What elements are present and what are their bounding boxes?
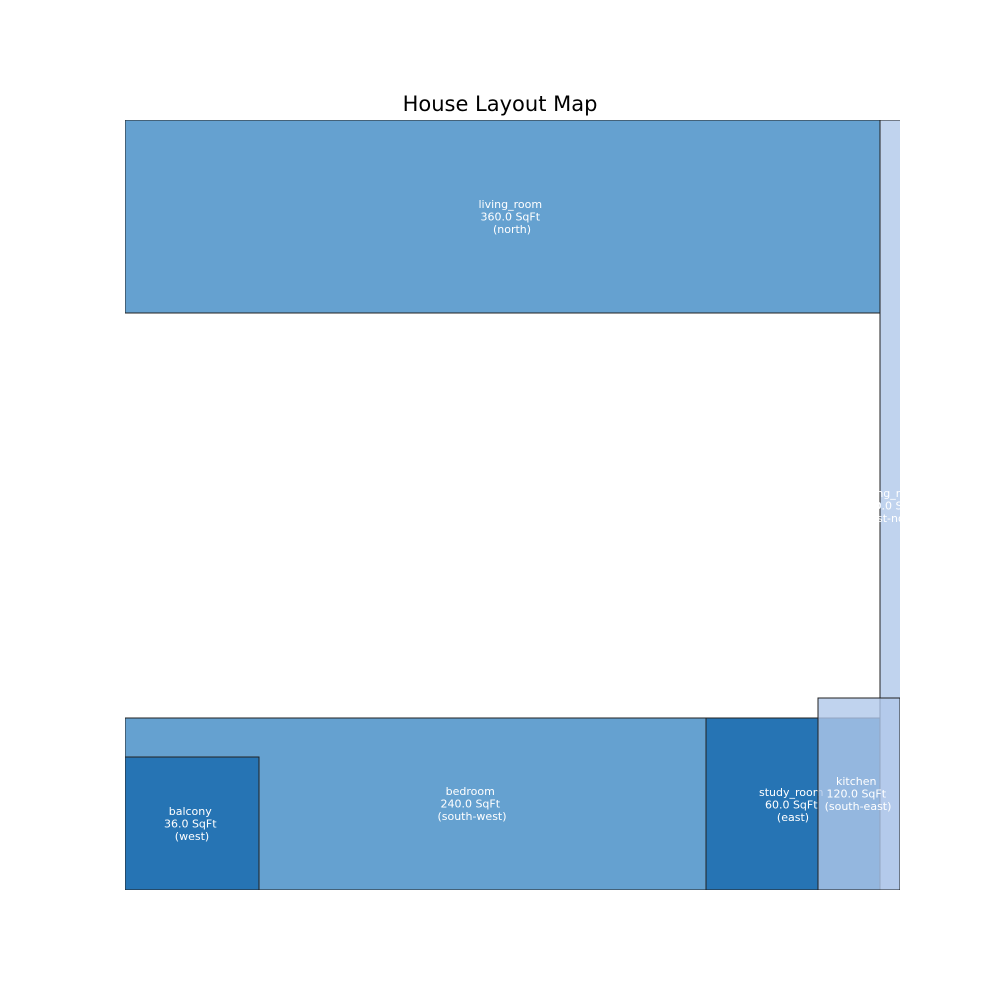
room-kitchen-area (817, 697, 900, 890)
room-living-room: living_room 360.0 SqFt (north) (125, 120, 881, 314)
rooms-layer: living_room 360.0 SqFt (north) dining_ro… (125, 120, 927, 890)
room-balcony-area (125, 756, 260, 890)
room-balcony: balcony 36.0 SqFt (west) (125, 756, 260, 890)
room-kitchen: kitchen 120.0 SqFt (south-east) (817, 697, 900, 890)
room-kitchen-label: kitchen 120.0 SqFt (south-east) (825, 775, 892, 813)
room-living-room-area (125, 120, 881, 314)
room-balcony-label: balcony 36.0 SqFt (west) (164, 805, 220, 843)
room-study-room-label: study_room 60.0 SqFt (east) (759, 786, 827, 824)
room-living-room-label: living_room 360.0 SqFt (north) (478, 198, 545, 236)
room-dining-room-label: dining_room 120.0 SqFt (east-north) (856, 487, 927, 525)
map-title: House Layout Map (402, 92, 598, 116)
room-bedroom-label: bedroom 240.0 SqFt (south-west) (437, 785, 506, 823)
